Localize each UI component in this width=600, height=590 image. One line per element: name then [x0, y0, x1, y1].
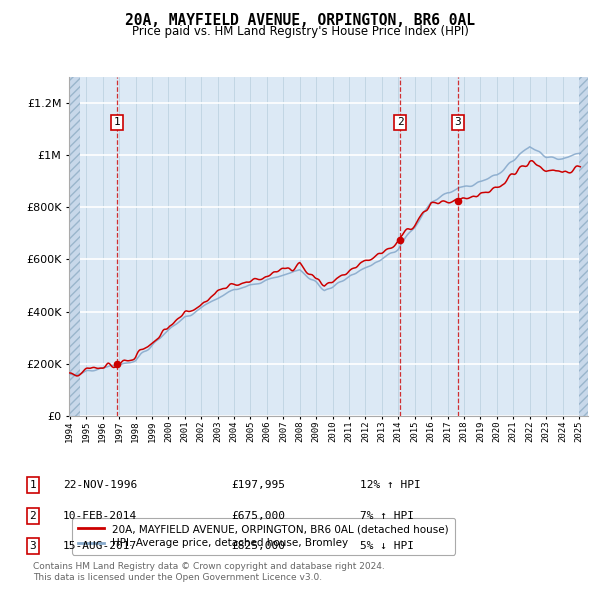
- Text: Price paid vs. HM Land Registry's House Price Index (HPI): Price paid vs. HM Land Registry's House …: [131, 25, 469, 38]
- Text: Contains HM Land Registry data © Crown copyright and database right 2024.
This d: Contains HM Land Registry data © Crown c…: [33, 562, 385, 582]
- Bar: [69, 77, 80, 416]
- Text: 3: 3: [29, 542, 37, 551]
- Text: 7% ↑ HPI: 7% ↑ HPI: [360, 511, 414, 520]
- Text: £675,000: £675,000: [231, 511, 285, 520]
- Text: 1: 1: [29, 480, 37, 490]
- Text: 2: 2: [29, 511, 37, 520]
- Text: 20A, MAYFIELD AVENUE, ORPINGTON, BR6 0AL: 20A, MAYFIELD AVENUE, ORPINGTON, BR6 0AL: [125, 13, 475, 28]
- Bar: [579, 77, 589, 416]
- Text: 22-NOV-1996: 22-NOV-1996: [63, 480, 137, 490]
- Text: 15-AUG-2017: 15-AUG-2017: [63, 542, 137, 551]
- Text: 5% ↓ HPI: 5% ↓ HPI: [360, 542, 414, 551]
- Text: 10-FEB-2014: 10-FEB-2014: [63, 511, 137, 520]
- Text: 12% ↑ HPI: 12% ↑ HPI: [360, 480, 421, 490]
- Legend: 20A, MAYFIELD AVENUE, ORPINGTON, BR6 0AL (detached house), HPI: Average price, d: 20A, MAYFIELD AVENUE, ORPINGTON, BR6 0AL…: [71, 518, 455, 555]
- Text: 2: 2: [397, 117, 403, 127]
- Text: £825,000: £825,000: [231, 542, 285, 551]
- Text: 1: 1: [114, 117, 121, 127]
- Text: 3: 3: [454, 117, 461, 127]
- Text: £197,995: £197,995: [231, 480, 285, 490]
